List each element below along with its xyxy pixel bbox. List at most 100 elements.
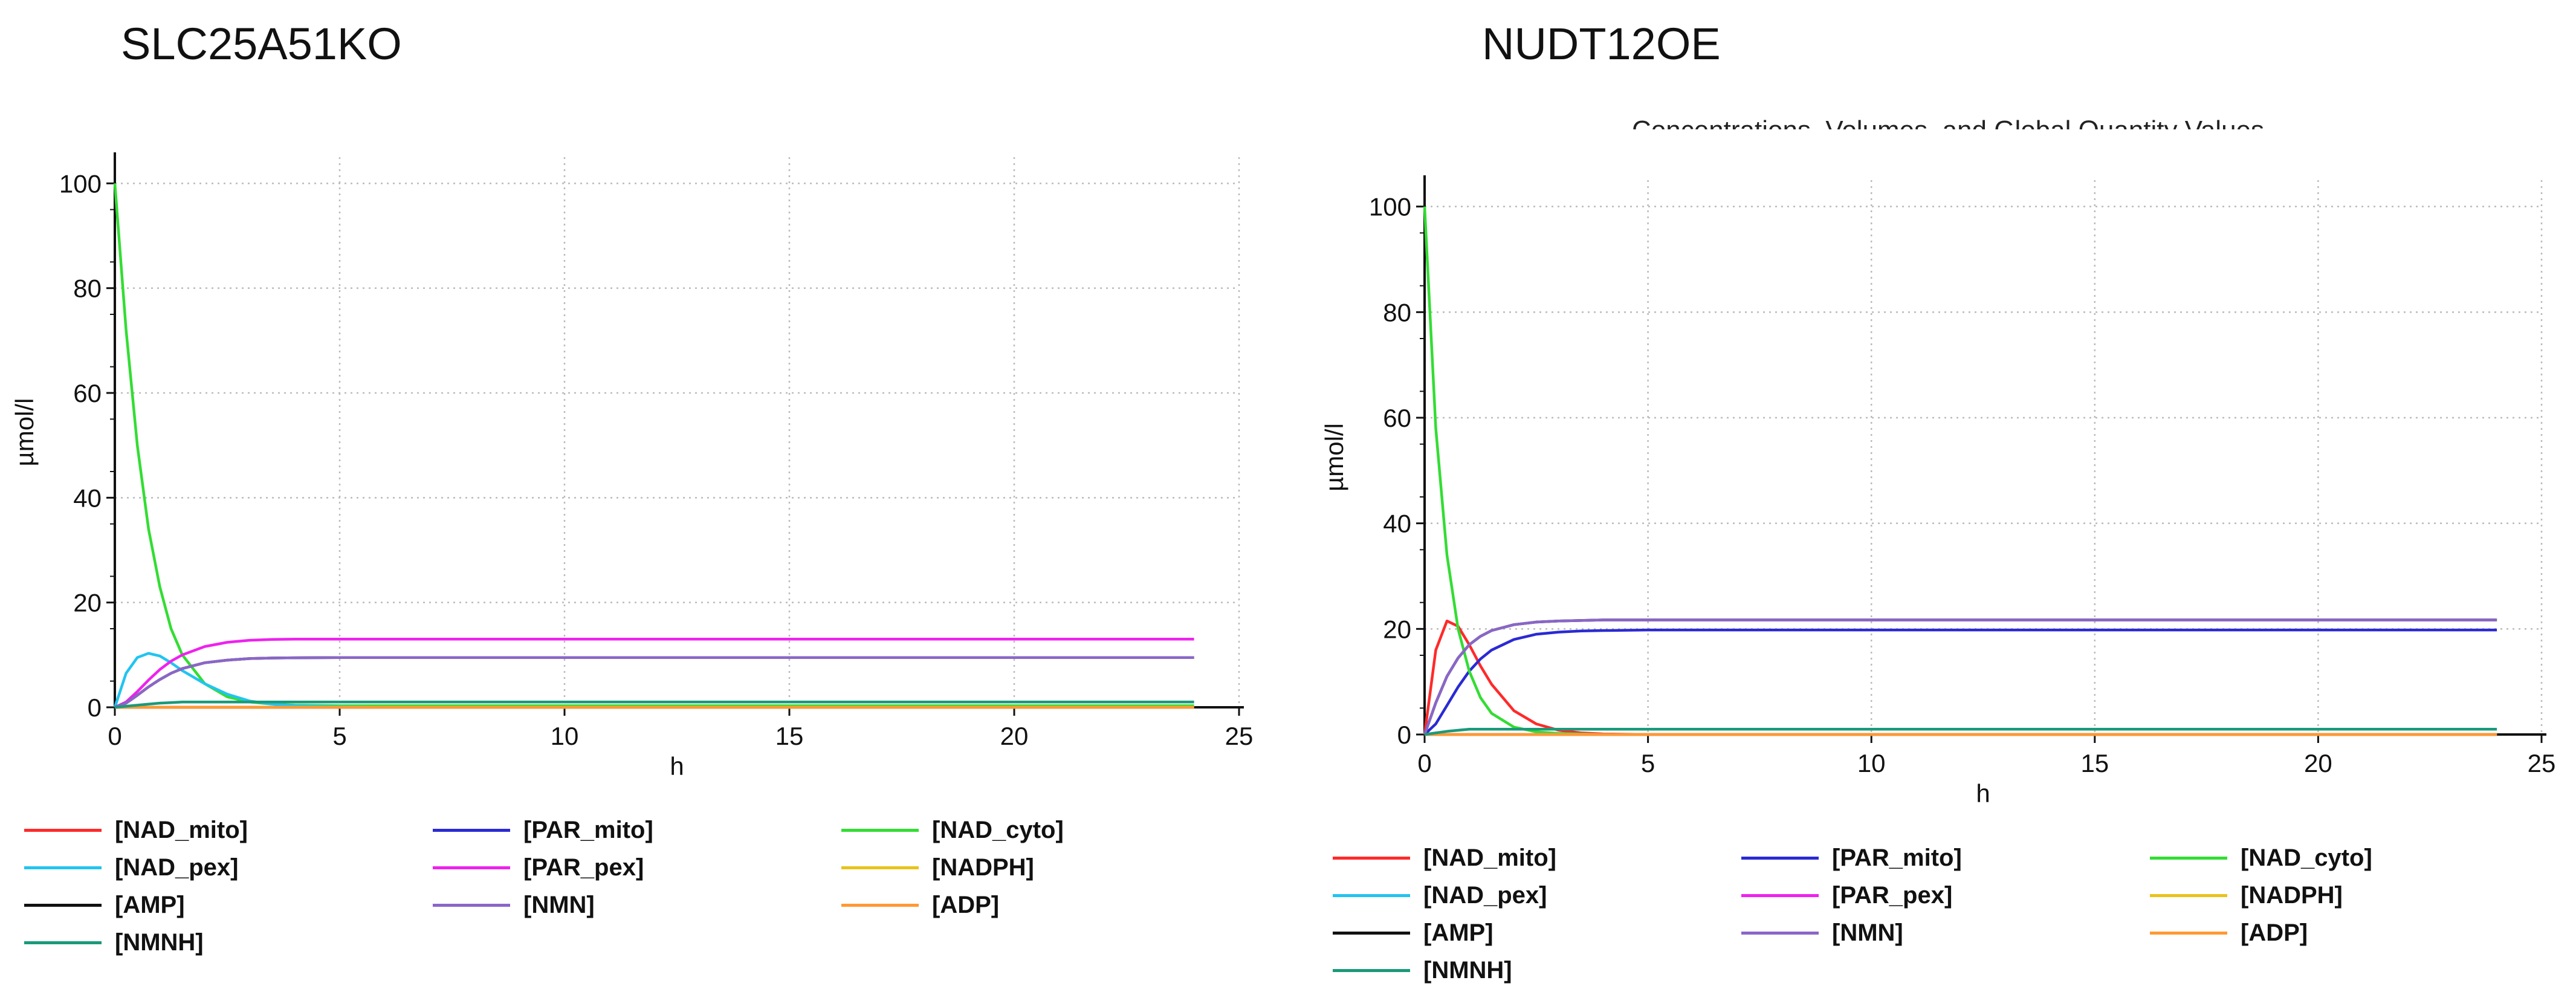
series-line-nad-cyto bbox=[1423, 206, 2497, 736]
legend-label: [ADP] bbox=[2241, 919, 2308, 946]
x-tick-label: 0 bbox=[108, 722, 121, 750]
legend-item: [NMN] bbox=[1741, 914, 2150, 952]
x-tick-label: 20 bbox=[1000, 722, 1029, 750]
series-line-nmn bbox=[1423, 618, 2497, 735]
legend-swatch bbox=[841, 828, 919, 832]
series-line-par-mito bbox=[1423, 628, 2497, 736]
legend-label: [NAD_mito] bbox=[1423, 844, 1556, 871]
legend-item: [NAD_cyto] bbox=[2150, 839, 2513, 877]
legend-item: [NADPH] bbox=[2150, 877, 2513, 914]
legend-label: [AMP] bbox=[115, 891, 185, 918]
legend-label: [NAD_pex] bbox=[115, 854, 239, 881]
y-tick-label: 60 bbox=[73, 379, 102, 407]
legend-item: [PAR_pex] bbox=[433, 849, 841, 886]
y-tick-label: 0 bbox=[88, 693, 102, 722]
legend-label: [AMP] bbox=[1423, 919, 1493, 946]
legend-label: [ADP] bbox=[932, 891, 1000, 918]
series-line-nmnh bbox=[1424, 728, 2497, 736]
x-axis-label: h bbox=[670, 752, 684, 780]
legend-item: [NAD_cyto] bbox=[841, 811, 1204, 849]
legend-item: [AMP] bbox=[24, 886, 433, 924]
legend-item: [NAD_mito] bbox=[24, 811, 433, 849]
legend-swatch bbox=[1741, 931, 1819, 935]
legend-item: [NAD_mito] bbox=[1333, 839, 1741, 877]
legend-swatch bbox=[2150, 856, 2227, 860]
legend-label: [NAD_mito] bbox=[115, 816, 248, 843]
legend-swatch bbox=[1333, 931, 1410, 935]
x-tick-label: 25 bbox=[1225, 722, 1254, 750]
series-line-nmn bbox=[114, 656, 1194, 709]
legend-item: [NMNH] bbox=[1333, 952, 1741, 989]
legend-swatch bbox=[1741, 893, 1819, 897]
legend-swatch bbox=[1741, 856, 1819, 860]
legend-item: [NAD_pex] bbox=[1333, 877, 1741, 914]
x-tick-label: 15 bbox=[2080, 749, 2109, 777]
legend-label: [NMNH] bbox=[1423, 956, 1512, 984]
y-axis-label: µmol/l bbox=[10, 398, 39, 467]
y-tick-label: 60 bbox=[1383, 404, 1411, 432]
legend-swatch bbox=[24, 903, 102, 907]
x-tick-label: 5 bbox=[1641, 749, 1655, 777]
legend-swatch bbox=[2150, 893, 2227, 897]
legend-right: [NAD_mito] [PAR_mito] [NAD_cyto] [NAD_pex] [… bbox=[1333, 839, 2513, 989]
legend-label: [PAR_mito] bbox=[1832, 844, 1962, 871]
y-tick-label: 40 bbox=[73, 484, 102, 512]
x-tick-label: 10 bbox=[551, 722, 579, 750]
legend-swatch bbox=[841, 903, 919, 907]
y-axis-label: µmol/l bbox=[1320, 423, 1348, 491]
series-line-nad-pex bbox=[113, 652, 1194, 709]
y-tick-label: 20 bbox=[73, 589, 102, 617]
legend-swatch bbox=[2150, 931, 2227, 935]
legend-label: [PAR_mito] bbox=[523, 816, 653, 843]
legend-item: [NMNH] bbox=[24, 924, 433, 961]
legend-swatch bbox=[841, 866, 919, 869]
y-tick-label: 100 bbox=[59, 169, 102, 198]
legend-item: [ADP] bbox=[2150, 914, 2513, 952]
x-tick-label: 0 bbox=[1417, 749, 1431, 777]
legend-swatch bbox=[24, 828, 102, 832]
legend-label: [NADPH] bbox=[932, 854, 1034, 881]
legend-swatch bbox=[1333, 856, 1410, 860]
legend-item: [AMP] bbox=[1333, 914, 1741, 952]
y-tick-label: 80 bbox=[1383, 298, 1411, 326]
series-line-nmnh bbox=[114, 701, 1194, 709]
legend-swatch bbox=[433, 828, 510, 832]
legend-label: [NAD_pex] bbox=[1423, 881, 1547, 909]
y-tick-label: 40 bbox=[1383, 510, 1411, 538]
x-tick-label: 15 bbox=[775, 722, 804, 750]
series-line-nad-mito bbox=[1423, 619, 2497, 736]
x-tick-label: 25 bbox=[2528, 749, 2556, 777]
series-line-nad-cyto bbox=[113, 183, 1194, 707]
legend-swatch bbox=[433, 866, 510, 869]
legend-swatch bbox=[24, 866, 102, 869]
legend-label: [PAR_pex] bbox=[523, 854, 644, 881]
series-line-amp bbox=[1423, 618, 2497, 735]
series-line-amp bbox=[114, 656, 1194, 709]
y-tick-label: 0 bbox=[1397, 721, 1411, 749]
x-tick-label: 10 bbox=[1857, 749, 1886, 777]
legend-left: [NAD_mito] [PAR_mito] [NAD_cyto] [NAD_pex] [… bbox=[24, 811, 1204, 961]
x-tick-label: 20 bbox=[2304, 749, 2332, 777]
legend-item: [NMN] bbox=[433, 886, 841, 924]
legend-label: [NMN] bbox=[1832, 919, 1903, 946]
panel-title-right: NUDT12OE bbox=[1482, 19, 1721, 69]
legend-item: [PAR_mito] bbox=[433, 811, 841, 849]
legend-item: [NADPH] bbox=[841, 849, 1204, 886]
x-axis-label: h bbox=[1976, 779, 1990, 808]
legend-item: [ADP] bbox=[841, 886, 1204, 924]
legend-swatch bbox=[1333, 968, 1410, 972]
legend-item: [PAR_mito] bbox=[1741, 839, 2150, 877]
y-tick-label: 80 bbox=[73, 274, 102, 303]
legend-item: [NAD_pex] bbox=[24, 849, 433, 886]
y-tick-label: 100 bbox=[1369, 193, 1411, 221]
legend-swatch bbox=[1333, 893, 1410, 897]
legend-label: [NMN] bbox=[523, 891, 595, 918]
legend-label: [NAD_cyto] bbox=[2241, 844, 2372, 871]
legend-swatch bbox=[433, 903, 510, 907]
legend-label: [NAD_cyto] bbox=[932, 816, 1064, 843]
panel-title-left: SLC25A51KO bbox=[121, 19, 402, 69]
legend-swatch bbox=[24, 941, 102, 944]
y-tick-label: 20 bbox=[1383, 615, 1411, 643]
series-line-par-pex bbox=[114, 638, 1194, 709]
